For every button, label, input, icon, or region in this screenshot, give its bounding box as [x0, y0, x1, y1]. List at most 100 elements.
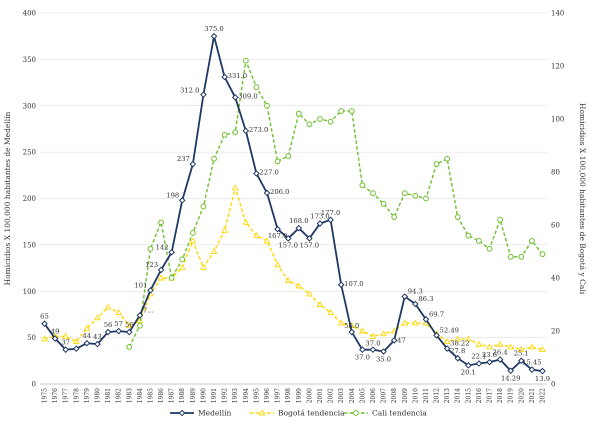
data-point — [306, 290, 313, 297]
data-point — [359, 346, 366, 353]
x-tick-label: 1995 — [253, 388, 260, 403]
data-label: 312.0 — [180, 87, 199, 95]
x-tick-label: 1993 — [232, 388, 239, 403]
data-point — [317, 116, 323, 122]
data-point — [517, 346, 525, 352]
data-point — [475, 340, 483, 347]
data-point — [147, 245, 154, 252]
data-point — [83, 339, 91, 347]
series-medellin — [41, 32, 546, 375]
data-point — [200, 91, 207, 98]
data-point — [369, 332, 377, 339]
data-label: 157.0 — [300, 241, 319, 249]
data-point — [94, 314, 101, 321]
data-point — [178, 197, 186, 204]
data-point — [486, 245, 493, 252]
x-tick-label: 1984 — [137, 388, 144, 403]
series-line — [128, 58, 544, 348]
data-point — [62, 332, 70, 339]
data-point — [232, 129, 239, 136]
data-point — [200, 203, 207, 210]
y-right-tick-label: 80 — [551, 169, 560, 177]
data-point — [497, 216, 504, 223]
x-tick-label: 2000 — [306, 388, 313, 403]
data-point — [454, 335, 462, 342]
data-point — [178, 263, 186, 270]
x-tick-label: 1985 — [147, 388, 154, 403]
data-point — [391, 214, 398, 220]
data-point — [380, 330, 387, 337]
x-tick-label: 2020 — [518, 388, 525, 403]
y-right-tick-label: 60 — [551, 222, 560, 230]
data-point — [189, 230, 196, 236]
y-left-tick-label: 0 — [32, 381, 36, 389]
data-label: 25.1 — [514, 350, 529, 358]
data-label: 65 — [40, 313, 49, 321]
y-left-tick-label: 100 — [23, 288, 36, 296]
data-point — [359, 327, 366, 334]
data-point — [104, 328, 112, 336]
x-tick-label: 1997 — [275, 388, 282, 403]
x-tick-label: 2016 — [476, 388, 483, 403]
data-point — [433, 161, 440, 167]
x-tick-label: 2005 — [359, 388, 366, 403]
data-point — [274, 261, 281, 268]
x-tick-label: 1977 — [63, 388, 70, 403]
data-label: 7… — [143, 306, 154, 314]
x-tick-label: 2001 — [317, 388, 324, 403]
data-point — [136, 312, 144, 319]
data-point — [401, 319, 409, 326]
x-tick-label: 2002 — [328, 388, 335, 403]
data-point — [539, 251, 546, 258]
data-point — [327, 216, 334, 224]
y-left-tick-label: 400 — [23, 10, 36, 18]
data-point — [104, 303, 112, 310]
data-label: 69.7 — [429, 310, 444, 318]
y-left-tick-label: 150 — [23, 241, 36, 249]
data-label: 14.29 — [501, 375, 520, 383]
data-point — [221, 226, 228, 233]
data-point — [147, 287, 154, 294]
data-point — [189, 237, 197, 244]
data-point — [274, 225, 281, 233]
data-label: 142 — [156, 243, 169, 251]
data-label: 37.0 — [365, 340, 380, 348]
series-line — [44, 185, 543, 351]
data-label: 35.0 — [376, 356, 391, 364]
data-point — [359, 182, 366, 189]
data-point — [125, 328, 133, 336]
data-point — [168, 248, 175, 256]
data-point — [443, 345, 451, 352]
data-point — [476, 238, 482, 244]
data-point — [412, 192, 419, 199]
x-tick-label: 1981 — [105, 388, 112, 403]
legend-item: Cali tendencia — [344, 409, 427, 418]
data-label: 273.0 — [249, 126, 268, 134]
x-tick-label: 1986 — [158, 388, 165, 403]
data-point — [41, 320, 48, 328]
data-point — [263, 189, 271, 197]
data-label: 206.0 — [270, 188, 289, 196]
data-point — [486, 358, 493, 366]
data-label: 13.9 — [535, 375, 550, 383]
data-point — [72, 338, 80, 345]
data-point — [348, 108, 355, 114]
data-point — [158, 219, 164, 226]
data-point — [284, 235, 292, 242]
data-point — [126, 344, 133, 350]
data-point — [242, 57, 249, 64]
x-tick-label: 1991 — [211, 388, 218, 403]
y-left-tick-label: 350 — [23, 56, 36, 64]
y-left-tick-label: 200 — [23, 195, 36, 203]
data-label: 309.0 — [238, 92, 257, 100]
x-tick-label: 1990 — [200, 388, 207, 403]
data-point — [284, 277, 292, 284]
data-point — [464, 335, 472, 342]
data-point — [496, 340, 504, 347]
y-axis-right-ticks: 0 20 40 60 80 100 120 140 — [551, 10, 564, 389]
x-tick-label: 2004 — [349, 388, 356, 403]
data-point — [306, 121, 313, 128]
data-point — [263, 237, 271, 244]
